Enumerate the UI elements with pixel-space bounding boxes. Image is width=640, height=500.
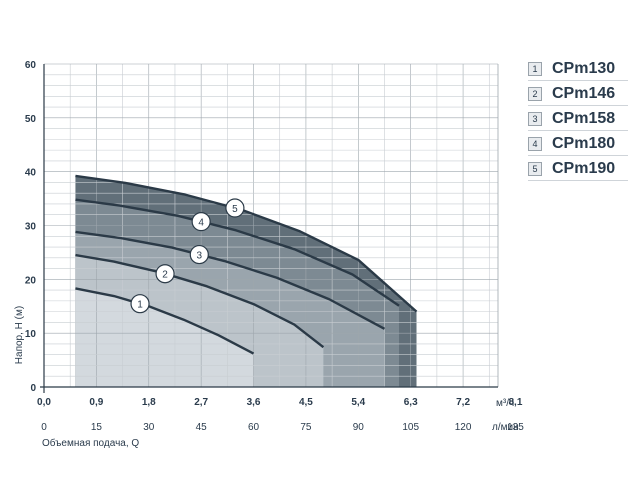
x-tick-label-bottom: 60 xyxy=(248,422,260,433)
legend-item: 1 CPm130 xyxy=(528,58,628,81)
x-axis-top-unit: м³/ч xyxy=(496,398,514,409)
x-tick-label-top: 1,8 xyxy=(142,397,156,408)
x-tick-label-top: 0,0 xyxy=(37,397,51,408)
legend-label: CPm158 xyxy=(552,110,616,127)
y-tick-label: 60 xyxy=(25,60,37,71)
curve-line-1 xyxy=(75,287,255,355)
x-axis-bottom-unit: л/мин xyxy=(492,422,519,433)
legend-label: CPm190 xyxy=(552,160,616,177)
legend-item: 3 CPm158 xyxy=(528,108,628,131)
y-tick-label: 20 xyxy=(25,275,37,286)
x-tick-label-top: 3,6 xyxy=(247,397,261,408)
x-tick-label-top: 7,2 xyxy=(456,397,470,408)
x-tick-label-bottom: 45 xyxy=(196,422,208,433)
x-tick-label-bottom: 75 xyxy=(300,422,312,433)
y-axis-label: Напор, H (м) xyxy=(14,306,25,364)
legend-number: 2 xyxy=(528,87,542,101)
y-tick-label: 40 xyxy=(25,168,37,179)
marker-circle xyxy=(155,264,175,284)
y-tick-label: 50 xyxy=(25,114,37,125)
x-tick-label-top: 8,1 xyxy=(509,397,523,408)
x-tick-label-top: 2,7 xyxy=(194,397,208,408)
legend-label: CPm146 xyxy=(552,85,616,102)
marker-circle xyxy=(130,294,150,314)
marker-circle xyxy=(189,244,209,265)
x-tick-label-bottom: 90 xyxy=(353,422,365,433)
legend-label: CPm180 xyxy=(552,135,616,152)
curve-line-2 xyxy=(75,253,325,349)
legend: 1 CPm130 2 CPm146 3 CPm158 4 CPm180 5 CP… xyxy=(528,58,628,183)
y-tick-label: 30 xyxy=(25,222,37,233)
legend-item: 5 CPm190 xyxy=(528,158,628,181)
curve-marker-1: 1 xyxy=(130,294,150,314)
curve-line-4 xyxy=(75,198,400,307)
marker-label: 2 xyxy=(162,270,168,281)
legend-number: 4 xyxy=(528,137,542,151)
marker-label: 5 xyxy=(232,204,238,215)
legend-number: 1 xyxy=(528,62,542,76)
x-tick-label-bottom: 0 xyxy=(41,422,47,433)
curve-line-3 xyxy=(75,230,386,330)
chart-axes xyxy=(40,64,498,393)
x-tick-label-top: 5,4 xyxy=(351,397,365,408)
x-axis-label: Объемная подача, Q xyxy=(42,437,139,449)
curve-marker-5: 5 xyxy=(225,198,245,218)
curve-marker-3: 3 xyxy=(189,244,209,265)
curve-marker-4: 4 xyxy=(191,212,211,232)
curve-area-1 xyxy=(75,288,254,387)
marker-label: 4 xyxy=(198,218,204,229)
curve-marker-2: 2 xyxy=(155,264,175,284)
y-tick-label: 10 xyxy=(25,329,37,340)
x-tick-label-bottom: 120 xyxy=(455,422,472,433)
y-tick-label: 0 xyxy=(30,383,36,394)
x-tick-label-bottom: 135 xyxy=(507,422,524,433)
x-tick-label-bottom: 15 xyxy=(91,422,103,433)
x-tick-label-top: 4,5 xyxy=(299,397,313,408)
x-tick-label-bottom: 30 xyxy=(143,422,155,433)
legend-number: 5 xyxy=(528,162,542,176)
marker-circle xyxy=(191,212,211,232)
marker-circle xyxy=(225,198,245,218)
x-tick-label-bottom: 105 xyxy=(402,422,419,433)
chart-grid xyxy=(43,63,499,388)
curve-markers: 1 2 3 4 5 xyxy=(130,198,245,314)
marker-label: 1 xyxy=(137,300,143,311)
x-tick-label-top: 6,3 xyxy=(404,397,418,408)
legend-label: CPm130 xyxy=(552,60,616,77)
legend-number: 3 xyxy=(528,112,542,126)
marker-label: 3 xyxy=(197,251,203,262)
legend-item: 2 CPm146 xyxy=(528,83,628,106)
x-tick-label-top: 0,9 xyxy=(89,397,103,408)
legend-item: 4 CPm180 xyxy=(528,133,628,156)
